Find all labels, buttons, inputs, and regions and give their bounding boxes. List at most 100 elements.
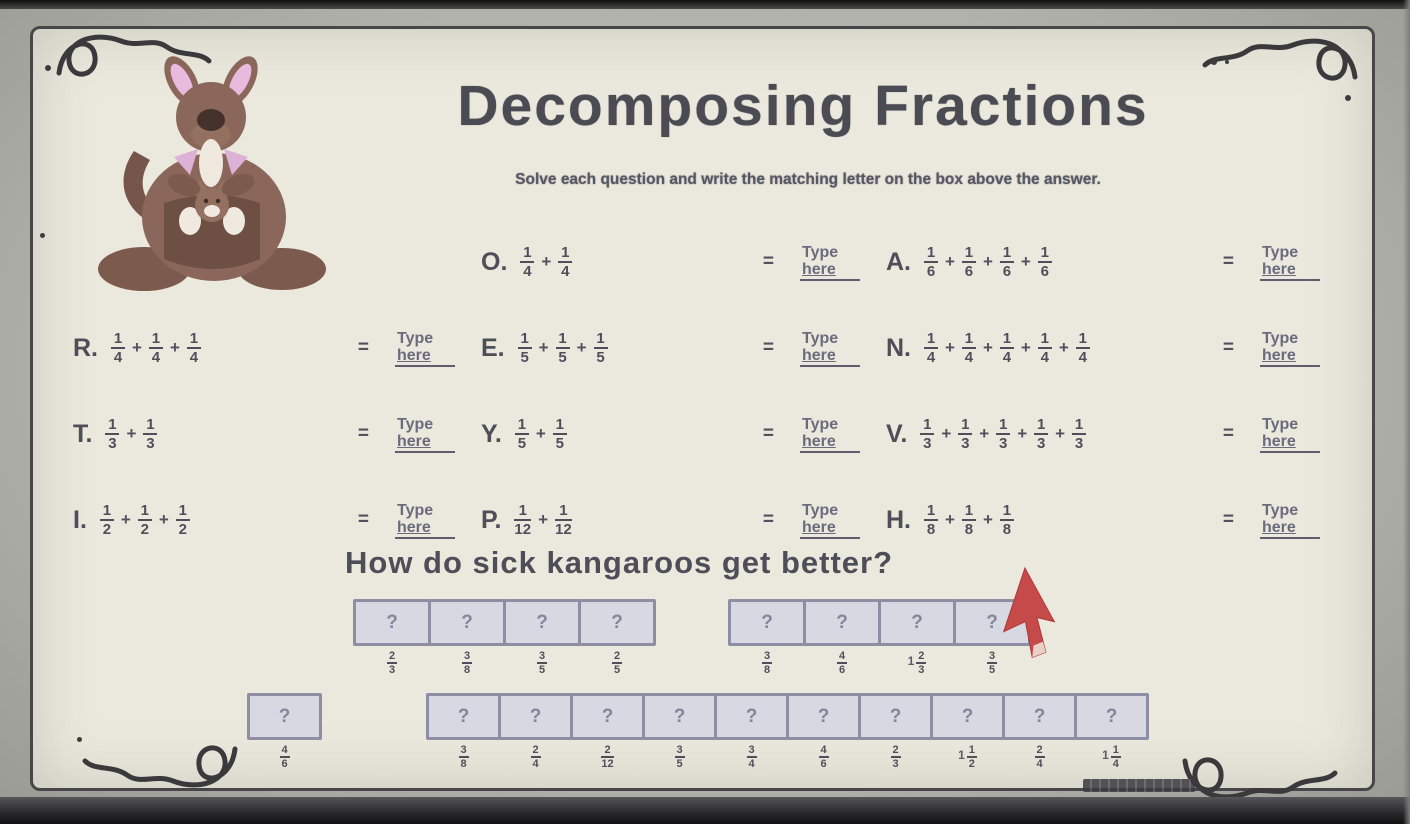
fraction-denominator: 4 bbox=[1036, 757, 1043, 770]
kangaroo-illustration bbox=[98, 56, 326, 291]
problems-row: T. 1 3 +1 3 = Type here Y. 1 5 +1 5 = Type here V. 1 3 +1… bbox=[73, 391, 1363, 477]
joey-paw bbox=[223, 207, 245, 235]
kangaroo-muzzle bbox=[191, 122, 231, 148]
answer-box[interactable]: ? bbox=[642, 693, 717, 740]
answer-box[interactable]: ? bbox=[503, 599, 581, 646]
answer-unit: ? 3 5 bbox=[642, 693, 717, 770]
fraction-denominator: 3 bbox=[923, 434, 932, 452]
fraction-denominator: 5 bbox=[596, 348, 605, 366]
fraction: 1 12 bbox=[514, 503, 532, 537]
type-here-field[interactable]: Type here bbox=[800, 330, 860, 367]
answer-area: = Type here bbox=[358, 502, 455, 539]
type-here-field[interactable]: Type here bbox=[395, 330, 455, 367]
equals-sign: = bbox=[1222, 337, 1234, 358]
answer-box[interactable]: ? bbox=[858, 693, 933, 740]
kangaroo-nose bbox=[197, 109, 225, 131]
fraction-bar bbox=[530, 756, 541, 758]
plus-sign: + bbox=[941, 424, 952, 443]
fraction-denominator: 6 bbox=[1002, 262, 1012, 280]
answer-box[interactable]: ? bbox=[426, 693, 501, 740]
fraction-numerator: 1 bbox=[926, 501, 936, 519]
problem-statement: H. 1 8 +1 8 +1 8 bbox=[886, 501, 1014, 537]
answer-unit: ? 3 8 bbox=[428, 599, 506, 676]
problem-statement: E. 1 5 +1 5 +1 5 bbox=[481, 329, 608, 366]
type-here-field[interactable]: Type here bbox=[800, 244, 860, 281]
fraction-bar bbox=[601, 756, 614, 758]
fraction-expression: 1 8 +1 8 +1 8 bbox=[924, 501, 1014, 537]
fraction-bar bbox=[999, 260, 1014, 263]
fraction-numerator: 4 bbox=[838, 650, 846, 662]
answer-unit: ? 2 3 bbox=[858, 693, 933, 770]
corner-doodle-bottom-left bbox=[82, 745, 238, 788]
plus-sign: + bbox=[538, 338, 549, 357]
answer-box[interactable]: ? bbox=[930, 693, 1005, 740]
answer-box[interactable]: ? bbox=[498, 693, 573, 740]
type-here-field[interactable]: Type here bbox=[395, 416, 455, 453]
answer-box[interactable]: ? bbox=[803, 599, 881, 646]
answer-box[interactable]: ? bbox=[247, 693, 322, 740]
type-here-field[interactable]: Type here bbox=[1260, 416, 1320, 453]
problems-grid: O. 1 4 +1 4 = Type here A. 1 6 +1 6 +1 6 +1 6 = Type here … bbox=[73, 219, 1363, 563]
fraction-numerator: 2 bbox=[604, 744, 611, 756]
answer-area: = Type here bbox=[358, 416, 455, 453]
fraction-numerator: 1 bbox=[520, 329, 529, 347]
type-here-field[interactable]: Type here bbox=[1260, 502, 1320, 539]
answer-box-group: ? 4 6 bbox=[247, 693, 322, 770]
fraction-denominator: 3 bbox=[999, 434, 1008, 452]
fraction-denominator: 8 bbox=[763, 663, 771, 676]
answer-unit: ? 3 8 bbox=[728, 599, 806, 676]
plus-sign: + bbox=[945, 338, 955, 357]
answer-box[interactable]: ? bbox=[1074, 693, 1149, 740]
answer-box[interactable]: ? bbox=[786, 693, 861, 740]
plus-sign: + bbox=[979, 424, 990, 443]
answer-area: = Type here bbox=[763, 330, 860, 367]
answer-unit: ? 4 6 bbox=[803, 599, 881, 676]
type-here-field[interactable]: Type here bbox=[1260, 330, 1320, 367]
type-here-field[interactable]: Type here bbox=[800, 502, 860, 539]
credit-watermark bbox=[1083, 779, 1195, 792]
plus-sign: + bbox=[982, 510, 993, 529]
type-here-line2: here bbox=[397, 518, 431, 536]
answer-box[interactable]: ? bbox=[428, 599, 506, 646]
answer-box[interactable]: ? bbox=[953, 599, 1031, 646]
fraction-numerator: 3 bbox=[460, 744, 467, 756]
type-here-line1: Type bbox=[397, 329, 434, 347]
plus-sign: + bbox=[945, 252, 955, 271]
fraction-numerator: 1 bbox=[102, 501, 112, 519]
type-here-field[interactable]: Type here bbox=[1260, 244, 1320, 281]
fraction-denominator: 4 bbox=[561, 262, 570, 280]
fraction-denominator: 4 bbox=[523, 262, 532, 280]
fraction-bar bbox=[279, 756, 290, 758]
fraction-bar bbox=[920, 432, 935, 435]
type-here-field[interactable]: Type here bbox=[395, 502, 455, 539]
problem-cell: I. 1 2 +1 2 +1 2 = Type here bbox=[73, 494, 481, 546]
fraction-bar bbox=[1072, 432, 1087, 435]
answer-box[interactable]: ? bbox=[1002, 693, 1077, 740]
fraction-numerator: 3 bbox=[538, 650, 546, 662]
answer-box[interactable]: ? bbox=[728, 599, 806, 646]
answer-box-group: ? 3 8? 4 6? 1 2 3? 3 5 bbox=[728, 599, 1031, 676]
answer-box[interactable]: ? bbox=[570, 693, 645, 740]
answer-unit: ? 4 6 bbox=[247, 693, 322, 770]
answer-box[interactable]: ? bbox=[714, 693, 789, 740]
fraction-numerator: 1 bbox=[923, 415, 932, 433]
answer-box[interactable]: ? bbox=[878, 599, 956, 646]
fraction-numerator: 1 bbox=[999, 415, 1008, 433]
answer-box[interactable]: ? bbox=[353, 599, 431, 646]
type-here-field[interactable]: Type here bbox=[800, 416, 860, 453]
answer-box[interactable]: ? bbox=[578, 599, 656, 646]
equals-sign: = bbox=[357, 509, 369, 530]
fraction-expression: 1 4 +1 4 bbox=[520, 245, 573, 280]
